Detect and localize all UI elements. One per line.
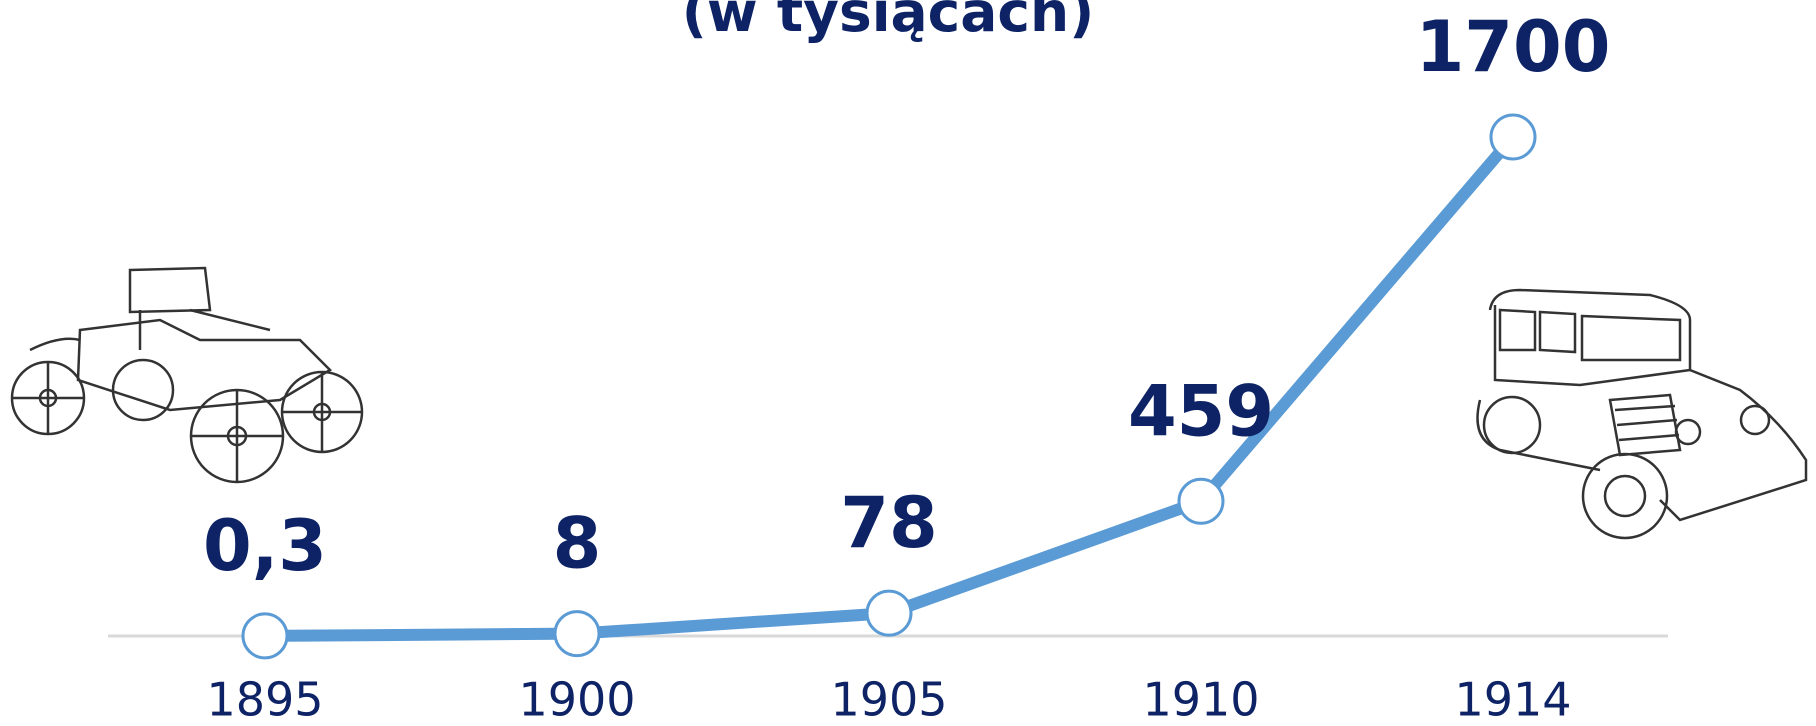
chart: (w tysiącach) 1895 1900 1905 1910 1914 0,3 8 78… [0, 0, 1816, 726]
x-tick-label: 1910 [1142, 673, 1259, 726]
x-tick-label: 1895 [206, 673, 323, 726]
value-label: 459 [1128, 370, 1274, 452]
data-point [867, 591, 911, 635]
value-label: 78 [840, 482, 937, 564]
value-label: 0,3 [203, 505, 327, 587]
data-point [1491, 115, 1535, 159]
chart-title: (w tysiącach) [682, 0, 1095, 44]
old-car-illustration [12, 268, 362, 482]
data-point [243, 614, 287, 658]
x-tick-label: 1905 [830, 673, 947, 726]
new-car-illustration [1478, 290, 1807, 538]
value-label: 1700 [1416, 6, 1611, 88]
x-tick-label: 1914 [1454, 673, 1571, 726]
x-tick-label: 1900 [518, 673, 635, 726]
value-label: 8 [553, 503, 602, 585]
data-point [1179, 479, 1223, 523]
data-point [555, 612, 599, 656]
